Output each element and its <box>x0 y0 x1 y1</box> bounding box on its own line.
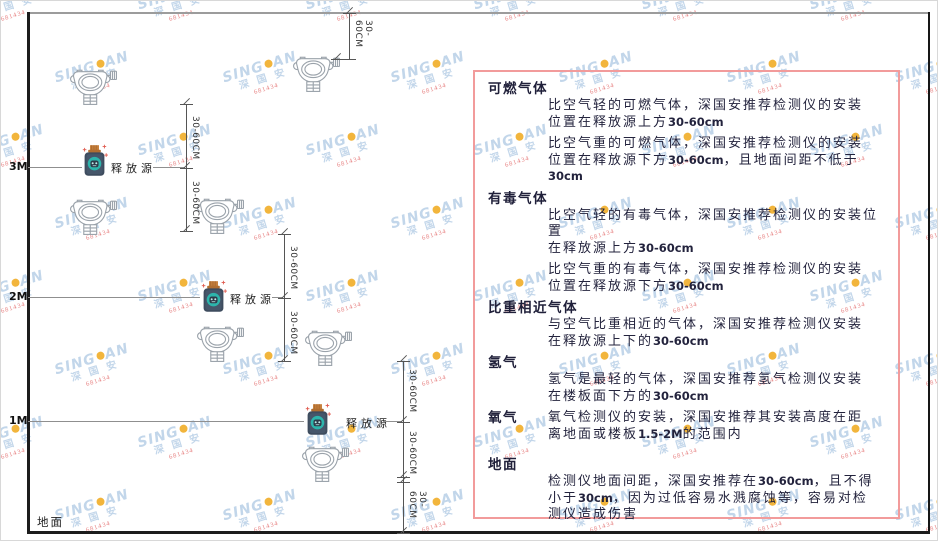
panel-section: 可燃气体 比空气轻的可燃气体，深国安推荐检测仪的安装 位置在释放源上方30-60cm… <box>488 80 888 185</box>
gas-detector-icon <box>196 194 244 235</box>
ground-label: 地面 <box>37 517 64 529</box>
gas-detector-icon <box>69 195 117 236</box>
dimension-label: 30-60CM <box>190 181 200 225</box>
release-source-label: 释放源 <box>230 294 275 306</box>
panel-paragraph: 检测仪地面间距，深国安推荐在30-60cm，且不得 小于30cm，因为过低容易水溅… <box>548 473 874 521</box>
release-source-label: 释放源 <box>346 418 391 430</box>
gas-detector-icon <box>304 326 352 367</box>
panel-section: 有毒气体 比空气轻的有毒气体，深国安推荐检测仪的安装位置 在释放源上方30-60cm… <box>488 190 888 295</box>
panel-section-heading: 氢气 <box>488 355 518 370</box>
label-connector-line <box>383 421 402 422</box>
dimension-label: 30-60CM <box>288 246 298 290</box>
dimension-label: 30-60CM <box>190 116 200 160</box>
panel-section: 氢气氢气是最轻的气体，深国安推荐氢气检测仪安装 在楼板面下方的30-60cm <box>488 354 888 404</box>
release-source-icon <box>200 280 227 313</box>
level-line-3m <box>28 167 82 168</box>
gas-detector-icon <box>301 442 349 483</box>
panel-paragraph: 与空气比重相近的气体，深国安推荐检测仪安装 在释放源上下的30-60cm <box>548 316 864 348</box>
panel-paragraph: 氢气是最轻的气体，深国安推荐氢气检测仪安装 在楼板面下方的30-60cm <box>548 371 864 403</box>
panel-section: 比重相近气体 与空气比重相近的气体，深国安推荐检测仪安装 在释放源上下的30-60c… <box>488 299 888 349</box>
gas-detector-icon <box>196 322 244 363</box>
level-line-1m <box>28 421 304 422</box>
axis-label-3m: 3M <box>9 160 28 173</box>
panel-paragraph: 比空气轻的有毒气体，深国安推荐检测仪的安装位置 在释放源上方30-60cm <box>548 206 879 255</box>
dimension-label: 30-60CM <box>407 431 417 475</box>
panel-section: 氧气 氧气检测仪的安装，深国安推荐其安装高度在距 离地面或楼板1.5-2M的范围内 <box>488 409 888 442</box>
panel-section-heading: 可燃气体 <box>488 81 548 96</box>
dimension-label: 30-60CM <box>407 491 427 519</box>
panel-sections: 可燃气体 比空气轻的可燃气体，深国安推荐检测仪的安装 位置在释放源上方30-60cm… <box>488 80 888 523</box>
panel-paragraph: 比空气重的可燃气体，深国安推荐检测仪的安装 位置在释放源下方30-60cm，且地面… <box>548 135 864 183</box>
right-wall-line <box>928 12 930 534</box>
info-panel: 可燃气体 比空气轻的可燃气体，深国安推荐检测仪的安装 位置在释放源上方30-60cm… <box>473 70 900 521</box>
panel-section-heading: 比重相近气体 <box>488 300 578 315</box>
panel-section-heading: 有毒气体 <box>488 190 548 206</box>
axis-label-1m: 1M <box>9 414 28 427</box>
panel-paragraph: 比空气重的有毒气体，深国安推荐检测仪的安装 位置在释放源下方30-60cm <box>548 261 864 293</box>
panel-section: 地面检测仪地面间距，深国安推荐在30-60cm，且不得 小于30cm，因为过低容易… <box>488 456 888 523</box>
axis-label-2m: 2M <box>9 290 28 303</box>
level-line-2m <box>28 297 200 298</box>
dimension-label: 30-60CM <box>288 311 298 355</box>
release-source-icon <box>81 144 108 177</box>
left-wall-line <box>27 12 30 534</box>
dimension-label: 30-60CM <box>353 20 373 48</box>
ceiling-line <box>27 12 930 14</box>
panel-section-heading: 地面 <box>488 457 518 472</box>
label-connector-line <box>153 167 185 168</box>
panel-paragraph: 比空气轻的可燃气体，深国安推荐检测仪的安装 位置在释放源上方30-60cm <box>548 97 864 129</box>
panel-paragraph: 氧气检测仪的安装，深国安推荐其安装高度在距 离地面或楼板1.5-2M的范围内 <box>548 409 864 441</box>
release-source-icon <box>304 403 331 436</box>
floor-line <box>27 531 930 534</box>
gas-detector-icon <box>69 65 117 106</box>
dimension-label: 30-60CM <box>407 369 417 413</box>
release-source-label: 释放源 <box>111 163 156 175</box>
panel-section-heading: 氧气 <box>488 410 518 425</box>
